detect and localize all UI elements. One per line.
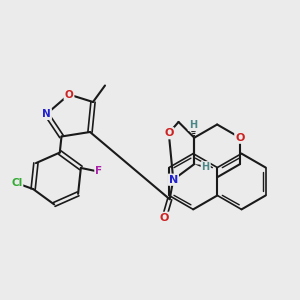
Text: N: N [42, 109, 51, 119]
Text: O: O [235, 133, 245, 143]
Text: H: H [202, 162, 210, 172]
Text: O: O [160, 213, 169, 223]
Text: O: O [164, 128, 173, 138]
Text: Cl: Cl [11, 178, 22, 188]
Polygon shape [194, 164, 206, 169]
Text: N: N [169, 175, 178, 185]
Text: H: H [189, 120, 197, 130]
Text: O: O [64, 89, 74, 100]
Text: F: F [95, 166, 102, 176]
